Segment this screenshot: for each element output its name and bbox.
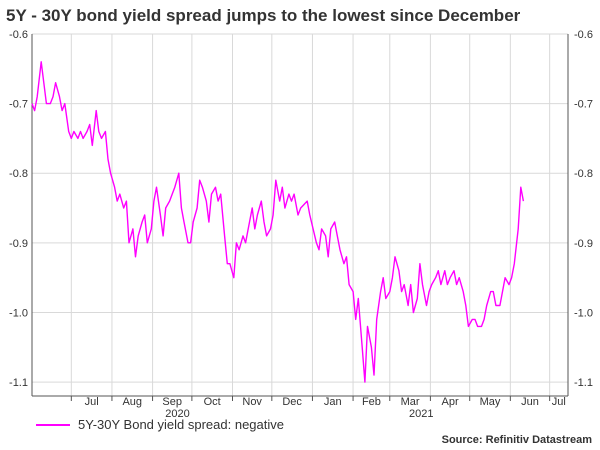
x-tick-label: Sep [162, 396, 182, 408]
series-layer [31, 61, 525, 383]
legend-label: 5Y-30Y Bond yield spread: negative [78, 417, 284, 432]
x-tick-label: Nov [242, 396, 262, 408]
x-tick-label: Jul [85, 396, 99, 408]
x-tick-label: Jan [324, 396, 342, 408]
axes: -0.6 -0.6 -0.7 -0.7 -0.8 -0.8 -0.9 -0.9 -1.0 -1.0… [9, 29, 593, 420]
x-tick-label: Oct [204, 396, 221, 408]
y-tick-label-right: -0.6 [574, 29, 593, 41]
chart-title: 5Y - 30Y bond yield spread jumps to the … [6, 6, 521, 25]
x-tick-label: Aug [122, 396, 142, 408]
y-tick-label-right: -0.9 [574, 238, 593, 250]
x-tick-label: Jul [552, 396, 566, 408]
legend: 5Y-30Y Bond yield spread: negative [36, 417, 284, 432]
y-tick-label-left: -1.0 [9, 307, 28, 319]
legend-swatch [36, 423, 70, 426]
y-tick-label-left: -1.1 [9, 377, 28, 389]
y-tick-label-left: -0.8 [9, 168, 28, 180]
x-tick-label: Feb [362, 396, 381, 408]
series-line [31, 61, 525, 383]
y-tick-label-left: -0.7 [9, 99, 28, 111]
grid [32, 33, 568, 396]
x-tick-label: May [480, 396, 501, 408]
x-tick-label: Apr [441, 396, 458, 408]
source-note: Source: Refinitiv Datastream [441, 434, 592, 446]
x-tick-label: Jun [521, 396, 539, 408]
y-tick-label-right: -0.7 [574, 99, 593, 111]
y-tick-label-left: -0.9 [9, 238, 28, 250]
y-tick-label-right: -1.1 [574, 377, 593, 389]
y-tick-label-right: -0.8 [574, 168, 593, 180]
y-tick-label-right: -1.0 [574, 307, 593, 319]
x-tick-label: Dec [282, 396, 302, 408]
x-year-label: 2020 [165, 408, 189, 420]
x-year-label: 2021 [409, 408, 433, 420]
x-tick-label: Mar [401, 396, 420, 408]
y-tick-label-left: -0.6 [9, 29, 28, 41]
